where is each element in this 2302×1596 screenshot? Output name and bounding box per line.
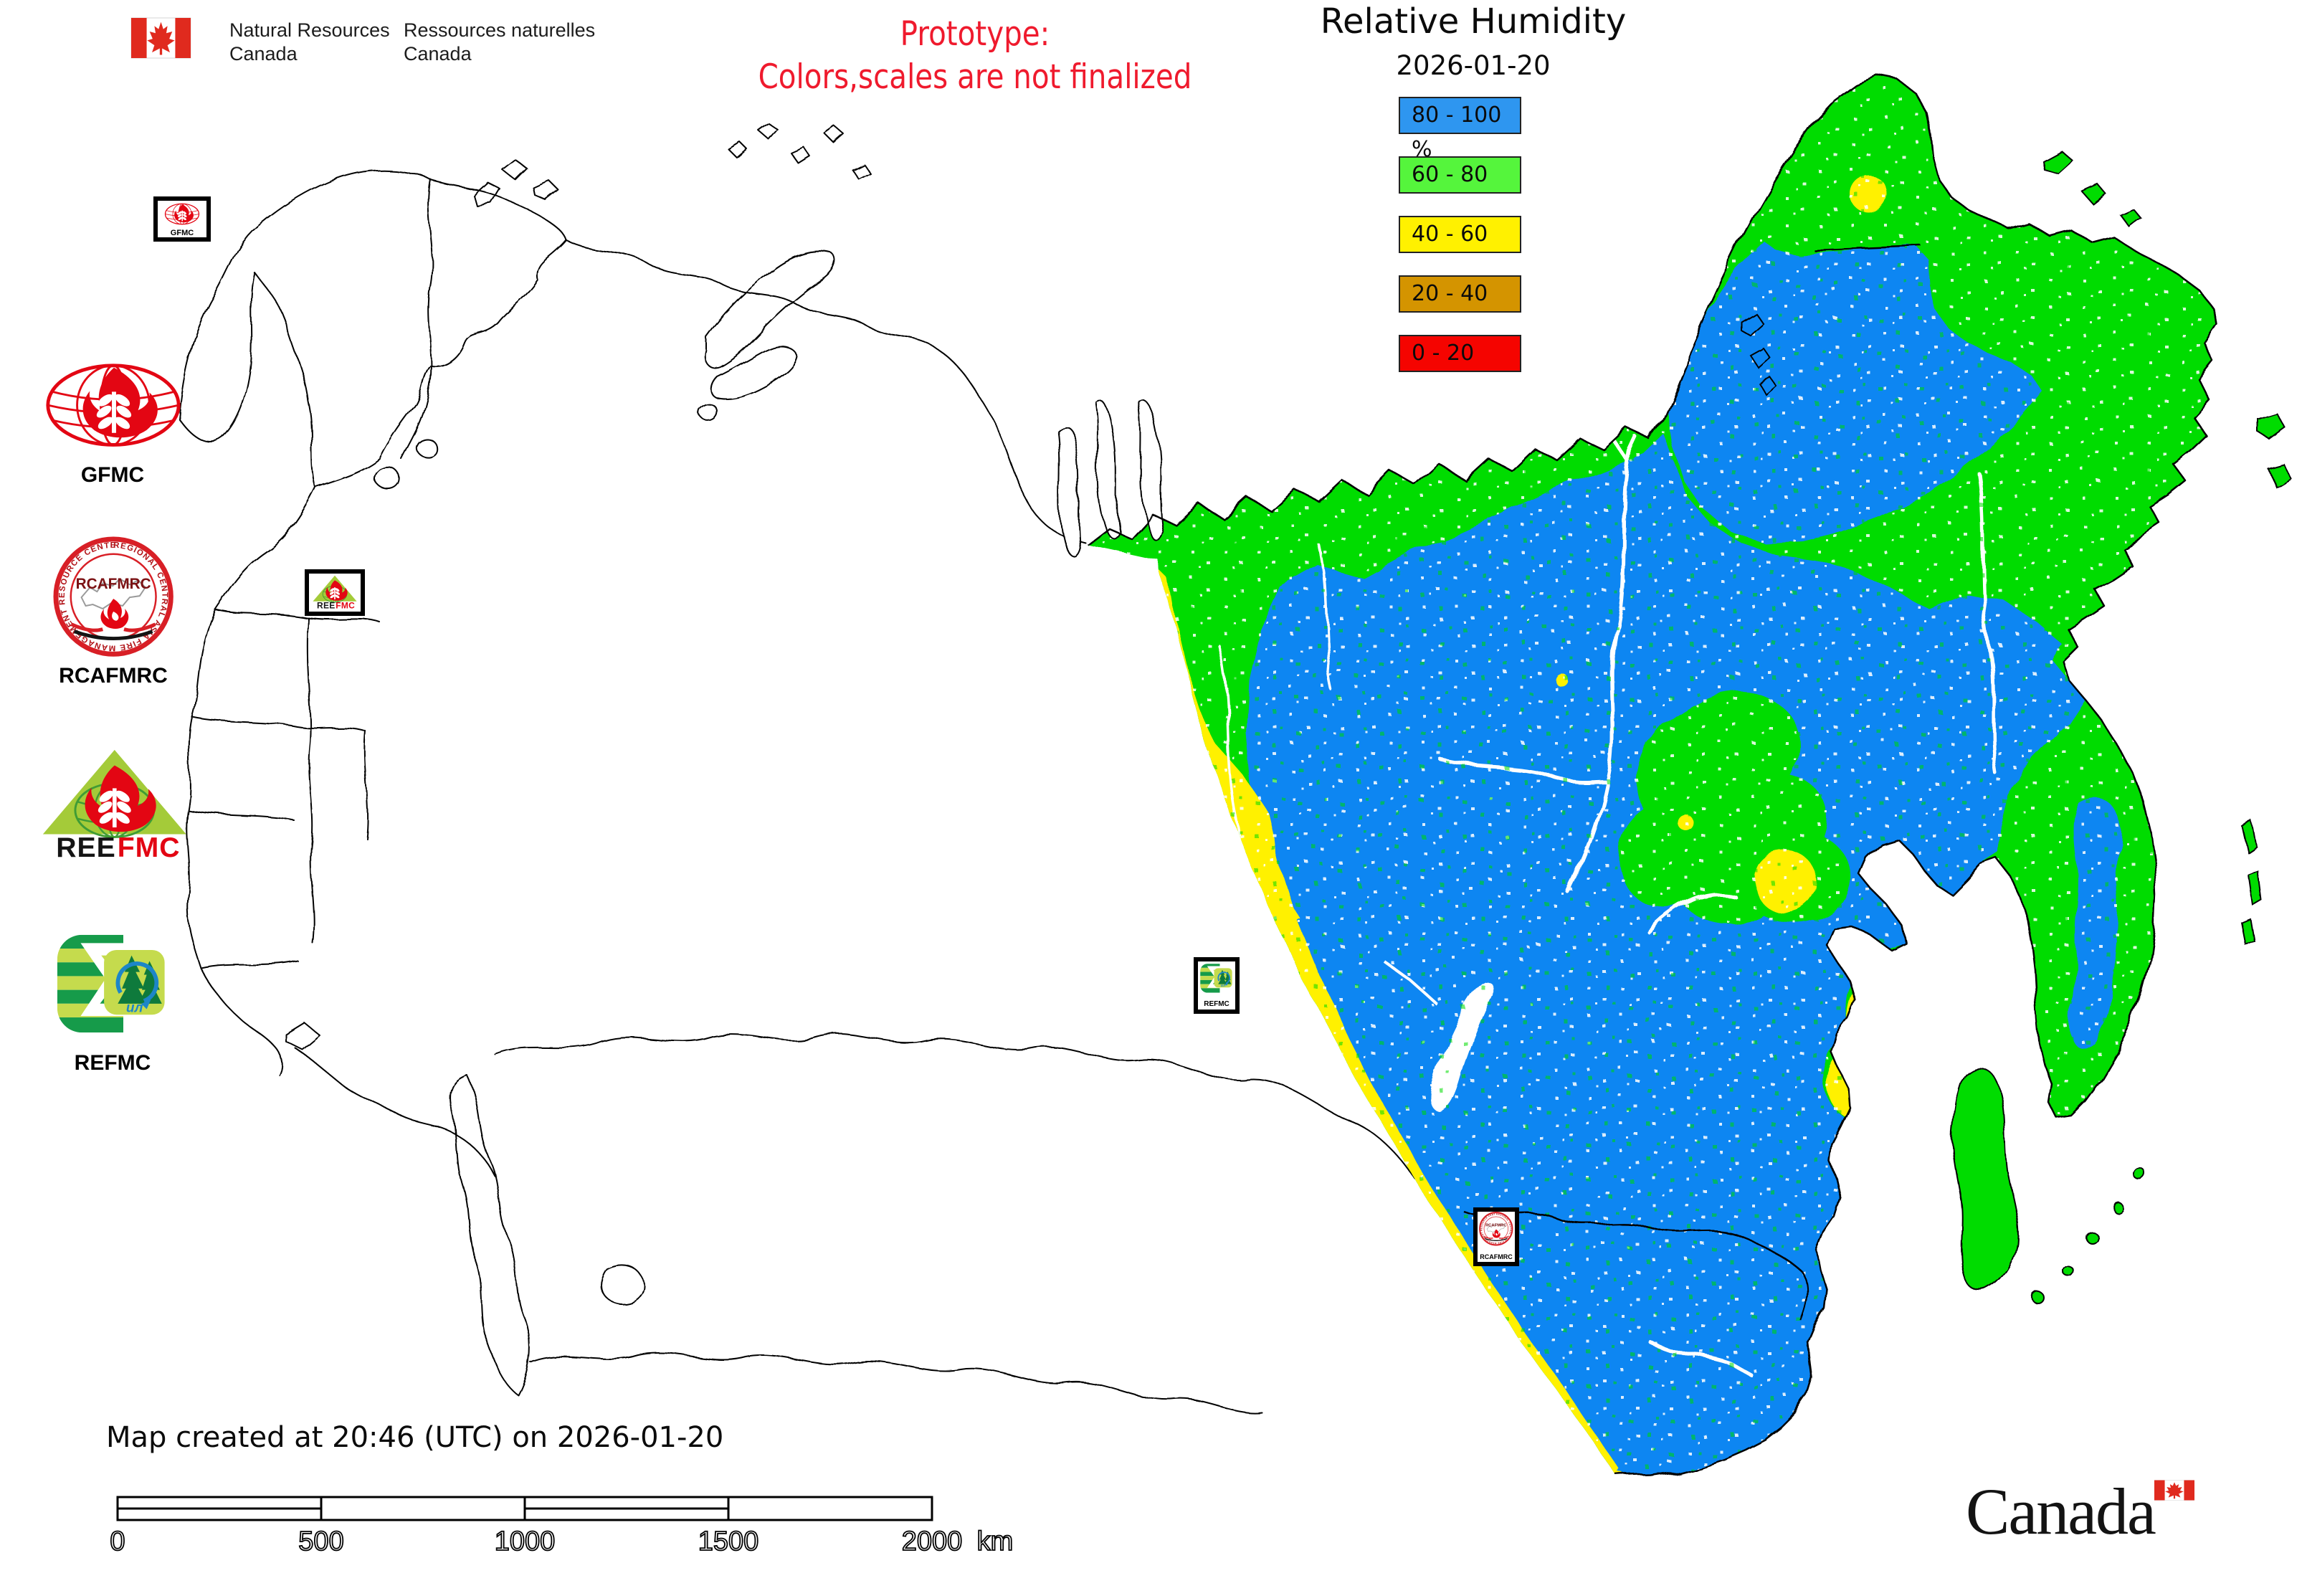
legend-row-40-60: 40 - 60 xyxy=(1399,216,1521,253)
legend-row-0-20: 0 - 20 xyxy=(1399,335,1521,372)
legend-row-80-100: 80 - 100 % xyxy=(1399,97,1521,162)
coastline-scandinavia xyxy=(179,169,567,488)
map-date: 2026-01-20 xyxy=(1396,50,1551,81)
nrcan-wordmark-fr: Ressources naturelles Canada xyxy=(404,19,595,66)
reefmc-logo xyxy=(43,750,186,863)
page-title: Relative Humidity xyxy=(1320,1,1627,42)
gfmc-logo xyxy=(48,366,179,445)
scalebar-tick-1000: 1000 xyxy=(495,1526,556,1557)
map-created-text: Map created at 20:46 (UTC) on 2026-01-20 xyxy=(106,1421,724,1454)
nrcan-fr-line1: Ressources naturelles xyxy=(404,19,596,41)
prototype-warning: Prototype: Colors,scales are not finaliz… xyxy=(710,13,1240,99)
nrcan-fr-line2: Canada xyxy=(404,43,472,65)
scalebar-tick-0: 0 xyxy=(110,1526,125,1557)
rcafmrc-label: RCAFMRC xyxy=(59,664,168,688)
caspian-sea xyxy=(450,1075,531,1395)
canada-wordmark-text: Canada xyxy=(1966,1475,2156,1548)
scalebar-unit: km xyxy=(977,1526,1014,1557)
map-marker-refmc: REFMC xyxy=(1194,957,1240,1014)
marker-refmc-label: REFMC xyxy=(1204,1000,1230,1008)
nrcan-flag-icon xyxy=(130,17,191,59)
marker-gfmc-label: GFMC xyxy=(171,229,194,237)
legend: 80 - 100 % 60 - 80 40 - 60 20 - 40 0 - 2… xyxy=(1399,97,1524,394)
nrcan-en-line2: Canada xyxy=(229,43,298,65)
scalebar: 0 500 1000 1500 2000 km xyxy=(110,1496,1014,1557)
coastline-data-region xyxy=(1085,75,2218,1479)
nrcan-en-line1: Natural Resources xyxy=(229,19,390,41)
map-marker-reefmc xyxy=(305,569,365,616)
basemap-outlines xyxy=(179,123,1463,1414)
canada-wordmark-flag-icon xyxy=(2154,1480,2194,1501)
scalebar-tick-500: 500 xyxy=(298,1526,343,1557)
scalebar-labels: 0 500 1000 1500 2000 km xyxy=(110,1526,1014,1557)
borders-in-data xyxy=(1462,243,1921,1320)
canada-wordmark: Canada xyxy=(1966,1478,2194,1544)
nrcan-wordmark-en: Natural Resources Canada xyxy=(229,19,390,66)
refmc-logo xyxy=(57,935,169,1032)
scalebar-tick-1500: 1500 xyxy=(698,1526,759,1557)
gfmc-label: GFMC xyxy=(80,463,145,487)
marker-rcafmrc-label: RCAFMRC xyxy=(1480,1253,1513,1260)
prototype-line2: Colors,scales are not finalized xyxy=(758,57,1192,97)
legend-row-60-80: 60 - 80 xyxy=(1399,156,1521,194)
map-marker-rcafmrc: RCAFMRC xyxy=(1473,1207,1519,1266)
scalebar-tick-2000: 2000 xyxy=(902,1526,963,1557)
coastline-arctic-west xyxy=(566,239,1087,544)
legend-row-20-40: 20 - 40 xyxy=(1399,275,1521,313)
map-marker-gfmc: GFMC xyxy=(153,196,211,242)
novaya-zemlya xyxy=(704,250,837,369)
ob-gulfs xyxy=(1056,399,1164,557)
islands xyxy=(1740,150,2290,1306)
prototype-line1: Prototype: xyxy=(900,14,1050,54)
humidity-data-layer xyxy=(1056,75,2290,1479)
rcafmrc-logo xyxy=(49,530,171,654)
refmc-label: REFMC xyxy=(74,1051,151,1075)
